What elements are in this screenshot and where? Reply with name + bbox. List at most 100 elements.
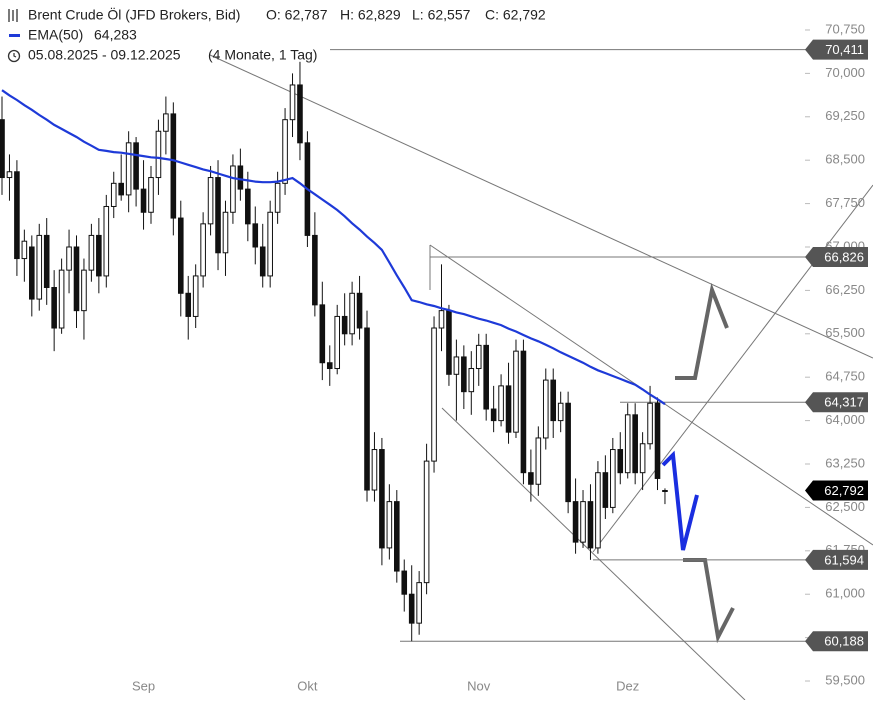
ohlc-label: L: 62,557	[412, 7, 471, 23]
y-tick-label: 69,250	[825, 108, 865, 123]
candle-body	[0, 119, 5, 179]
trend-line	[592, 184, 873, 553]
candle-body	[66, 246, 72, 271]
y-tick-label: 65,500	[825, 325, 865, 340]
candle-body	[245, 188, 251, 225]
scenario-arrow	[661, 450, 699, 551]
candle-body	[550, 379, 557, 422]
header: Brent Crude Öl (JFD Brokers, Bid) O: 62,…	[7, 6, 546, 63]
candle-body	[557, 402, 564, 422]
candle-body	[565, 402, 571, 503]
candle-body	[349, 292, 355, 335]
legend-name: EMA(50)	[28, 27, 83, 43]
candle-body	[319, 304, 326, 364]
candle-body	[617, 449, 624, 474]
candle-body	[200, 223, 206, 277]
candle-body	[654, 402, 661, 479]
candle-body	[587, 501, 594, 549]
ohlc-label: C: 62,792	[485, 7, 546, 23]
candle-body	[595, 472, 601, 549]
candle-body	[632, 414, 638, 474]
candle-body	[334, 315, 341, 370]
candle-body	[14, 171, 20, 260]
candle-body	[207, 177, 214, 225]
candle-body	[267, 211, 273, 277]
candle-body	[453, 356, 460, 375]
trend-line	[441, 407, 746, 701]
ema-line	[1, 89, 666, 406]
last-price-label-box	[805, 480, 868, 501]
candle-body	[110, 182, 117, 207]
ohlc-label: H: 62,829	[340, 7, 401, 23]
candle-body	[602, 472, 609, 508]
candle-body	[125, 142, 132, 196]
candle-body	[662, 490, 668, 493]
level-label: 70,411	[825, 42, 864, 57]
y-tick-label: 63,250	[825, 455, 865, 470]
candle-body	[326, 362, 333, 370]
legend-swatch	[9, 34, 20, 37]
candle-body	[371, 449, 378, 491]
candle-body	[408, 593, 415, 624]
candle-body	[468, 368, 475, 393]
y-tick-label: 70,000	[825, 65, 865, 80]
y-tick-label: 59,500	[825, 672, 865, 687]
candle-body	[580, 501, 586, 543]
last-price-label: 62,792	[824, 483, 864, 498]
candle-body	[21, 240, 28, 260]
level-label-box	[805, 392, 868, 413]
candle-body	[230, 165, 236, 213]
candle-body	[282, 119, 288, 184]
y-tick-label: 66,250	[825, 282, 865, 297]
candle-body	[140, 188, 147, 213]
y-tick-label: 64,750	[825, 369, 865, 384]
candle-body	[647, 402, 653, 445]
candle-body	[58, 269, 65, 329]
x-tick-label: Okt	[297, 678, 318, 693]
candle-body	[252, 223, 259, 248]
candle-body	[118, 182, 124, 196]
drawings	[209, 54, 873, 701]
candle-body	[356, 292, 363, 329]
scenario-arrow	[683, 558, 735, 644]
legend-value: 64,283	[94, 27, 137, 43]
candle-body	[341, 315, 348, 335]
candle-body	[535, 437, 542, 485]
candle-body	[312, 234, 318, 306]
candle-body	[185, 292, 192, 317]
y-tick-label: 62,500	[825, 499, 865, 514]
candle-body	[386, 501, 393, 549]
candle-body	[513, 350, 519, 433]
icon	[7, 49, 21, 63]
y-tick-label: 64,000	[825, 412, 865, 427]
candle-body	[520, 350, 527, 474]
period: (4 Monate, 1 Tag)	[208, 47, 317, 63]
level-label: 60,188	[824, 634, 864, 649]
candle-body	[192, 275, 199, 317]
candle-body	[572, 501, 579, 543]
candle-body	[148, 177, 154, 213]
y-tick-label: 70,750	[825, 21, 865, 36]
candle-body	[379, 449, 385, 549]
level-label: 61,594	[824, 552, 864, 567]
candle-body	[215, 177, 221, 254]
candle-body	[610, 449, 616, 508]
candle-body	[88, 234, 95, 271]
candle-body	[297, 84, 303, 144]
candle-body	[73, 246, 80, 312]
level-label-box	[805, 549, 868, 570]
candle-body	[81, 269, 87, 312]
candle-body	[416, 582, 422, 624]
candle-body	[289, 84, 296, 121]
candle-body	[237, 165, 244, 190]
candle-body	[490, 408, 497, 422]
candle-body	[401, 570, 408, 595]
level-label: 64,317	[824, 395, 864, 410]
candle-body	[6, 171, 13, 179]
x-tick-label: Nov	[467, 678, 491, 693]
x-tick-label: Sep	[132, 678, 155, 693]
candle-body	[155, 130, 162, 179]
candle-body	[475, 344, 482, 370]
candle-body	[394, 501, 400, 572]
